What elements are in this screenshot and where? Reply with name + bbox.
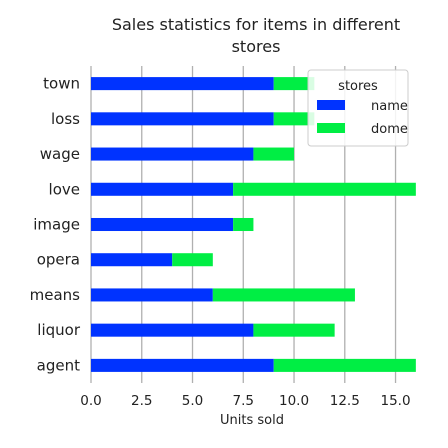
legend-swatch-name: [317, 100, 345, 110]
category-label-wage: wage: [40, 145, 80, 163]
x-tick-label: 12.5: [330, 393, 360, 409]
category-label-town: town: [43, 75, 80, 93]
legend: stores name dome: [307, 69, 409, 147]
legend-title: stores: [338, 79, 378, 94]
category-label-love: love: [49, 180, 80, 198]
bar-name-means: [91, 288, 213, 302]
category-label-means: means: [30, 286, 81, 304]
bar-dome-town: [273, 77, 315, 91]
x-axis-label: Units sold: [220, 413, 284, 428]
bar-name-wage: [91, 147, 254, 161]
category-labels: town loss wage love image opera means liquor age…: [30, 75, 81, 375]
bar-name-loss: [91, 112, 274, 126]
category-label-loss: loss: [51, 110, 80, 128]
bar-name-town: [91, 77, 274, 91]
x-tick-label: 7.5: [233, 393, 254, 409]
bar-dome-image: [233, 217, 254, 232]
legend-label-name: name: [371, 99, 408, 114]
category-label-agent: agent: [37, 356, 80, 374]
x-tick-label: 5.0: [182, 393, 203, 409]
category-label-opera: opera: [37, 251, 80, 269]
bars: [91, 77, 416, 372]
bar-dome-means: [212, 288, 355, 302]
bar-name-image: [91, 217, 234, 232]
bar-name-agent: [91, 358, 274, 372]
bar-name-opera: [91, 253, 173, 267]
bar-dome-agent: [273, 358, 416, 372]
bar-name-liquor: [91, 323, 254, 337]
bar-dome-wage: [253, 147, 295, 161]
bar-dome-loss: [273, 112, 315, 126]
bar-dome-opera: [172, 253, 213, 267]
legend-label-dome: dome: [371, 122, 408, 137]
bar-name-love: [91, 182, 234, 196]
category-label-liquor: liquor: [37, 321, 81, 339]
x-tick-label: 10.0: [279, 393, 309, 409]
legend-swatch-dome: [317, 123, 345, 133]
x-tick-label: 2.5: [131, 393, 152, 409]
chart-title: Sales statistics for items in different: [112, 15, 400, 34]
x-tick-label: 15.0: [381, 393, 411, 409]
category-label-image: image: [33, 216, 80, 234]
x-tick-labels: 0.0 2.5 5.0 7.5 10.0 12.5 15.0: [80, 393, 410, 409]
chart-title-line-2: stores: [232, 37, 281, 56]
bar-dome-liquor: [253, 323, 335, 337]
bar-dome-love: [233, 182, 416, 196]
x-tick-label: 0.0: [80, 393, 101, 409]
